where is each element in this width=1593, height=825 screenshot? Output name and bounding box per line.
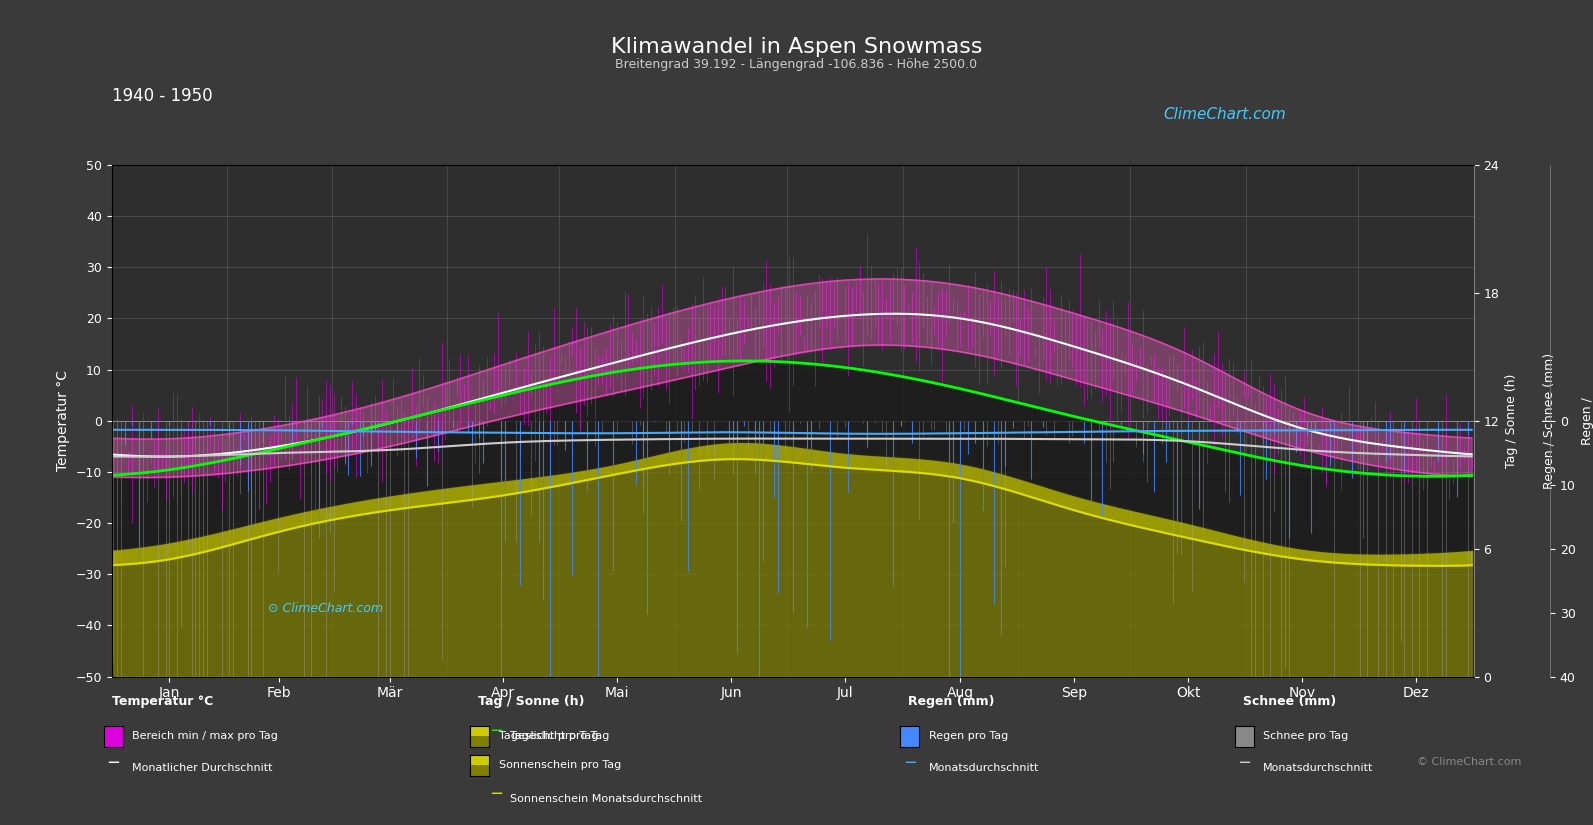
Text: Schnee pro Tag: Schnee pro Tag <box>1263 731 1349 741</box>
Text: Monatlicher Durchschnitt: Monatlicher Durchschnitt <box>132 763 272 773</box>
Text: ⊙ ClimeChart.com: ⊙ ClimeChart.com <box>268 602 384 615</box>
Text: 1940 - 1950: 1940 - 1950 <box>112 87 212 105</box>
Text: Monatsdurchschnitt: Monatsdurchschnitt <box>1263 763 1373 773</box>
Text: Tageslicht pro Tag: Tageslicht pro Tag <box>499 731 597 741</box>
Text: Tag / Sonne (h): Tag / Sonne (h) <box>478 695 585 709</box>
Text: Breitengrad 39.192 - Längengrad -106.836 - Höhe 2500.0: Breitengrad 39.192 - Längengrad -106.836… <box>615 58 978 71</box>
Y-axis label: Temperatur °C: Temperatur °C <box>56 370 70 471</box>
Text: Monatsdurchschnitt: Monatsdurchschnitt <box>929 763 1039 773</box>
Y-axis label: Regen /
Schnee (mm): Regen / Schnee (mm) <box>1582 379 1593 463</box>
Text: © ClimeChart.com: © ClimeChart.com <box>1416 757 1521 767</box>
Text: ─: ─ <box>108 754 118 772</box>
Text: Sonnenschein pro Tag: Sonnenschein pro Tag <box>499 760 621 770</box>
Text: Temperatur °C: Temperatur °C <box>112 695 213 709</box>
Text: Bereich min / max pro Tag: Bereich min / max pro Tag <box>132 731 279 741</box>
Text: ─: ─ <box>491 722 500 740</box>
Text: Tageslicht pro Tag: Tageslicht pro Tag <box>510 731 609 741</box>
Text: ClimeChart.com: ClimeChart.com <box>1163 107 1286 122</box>
Text: Sonnenschein Monatsdurchschnitt: Sonnenschein Monatsdurchschnitt <box>510 794 703 804</box>
Text: ─: ─ <box>491 785 500 803</box>
Bar <box>470 755 489 766</box>
Text: Klimawandel in Aspen Snowmass: Klimawandel in Aspen Snowmass <box>610 37 983 57</box>
Text: ─: ─ <box>905 754 914 772</box>
Text: Regen pro Tag: Regen pro Tag <box>929 731 1008 741</box>
Text: Schnee (mm): Schnee (mm) <box>1243 695 1337 709</box>
Text: ─: ─ <box>1239 754 1249 772</box>
Bar <box>470 726 489 736</box>
Text: Regen (mm): Regen (mm) <box>908 695 994 709</box>
Y-axis label: Regen / Schnee (mm): Regen / Schnee (mm) <box>1544 353 1556 488</box>
Y-axis label: Tag / Sonne (h): Tag / Sonne (h) <box>1505 374 1518 468</box>
